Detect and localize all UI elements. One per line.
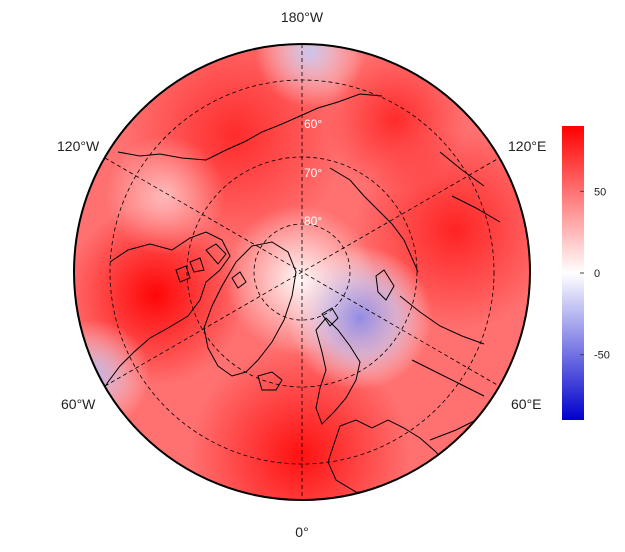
greenland-coast <box>203 241 297 377</box>
atlantic-low <box>74 320 150 430</box>
lat-label-60: 60° <box>304 117 322 131</box>
svalbard-novaya <box>321 269 395 327</box>
lon-label-120w: 120°W <box>57 138 100 154</box>
asia-borders <box>399 151 501 441</box>
latitude-circle-80 <box>253 223 351 321</box>
lon-label-60e: 60°E <box>511 396 542 412</box>
northeast-high <box>325 50 465 190</box>
siberia-arctic-coast <box>329 167 419 273</box>
lat-label-70: 70° <box>304 166 322 180</box>
europe-high <box>190 345 410 500</box>
northwest-weak <box>105 135 225 255</box>
colorbar-tick-label: -50 <box>594 350 610 362</box>
lon-label-60w: 60°W <box>61 396 96 412</box>
lon-label-0: 0° <box>295 524 308 540</box>
canada-coast <box>97 231 231 399</box>
barents-low <box>288 246 432 390</box>
scandinavia-coast <box>315 317 361 425</box>
anomaly-field <box>74 44 530 500</box>
meridian-60w-120e <box>104 157 500 387</box>
pacific-low <box>255 44 365 107</box>
alaska-siberia-coast <box>117 93 383 161</box>
colorbar-gradient <box>562 126 584 420</box>
colorbar-tick-label: 50 <box>594 186 606 198</box>
map-border <box>73 43 531 501</box>
colorbar: 50 0 -50 <box>562 126 610 420</box>
colorbar-tick-label: 0 <box>594 268 600 280</box>
lon-label-180w: 180°W <box>281 9 324 25</box>
lon-label-120e: 120°E <box>508 138 546 154</box>
lat-label-80: 80° <box>304 214 322 228</box>
arctic-islands <box>175 243 247 289</box>
graticule <box>104 44 500 500</box>
coastlines <box>97 93 501 497</box>
